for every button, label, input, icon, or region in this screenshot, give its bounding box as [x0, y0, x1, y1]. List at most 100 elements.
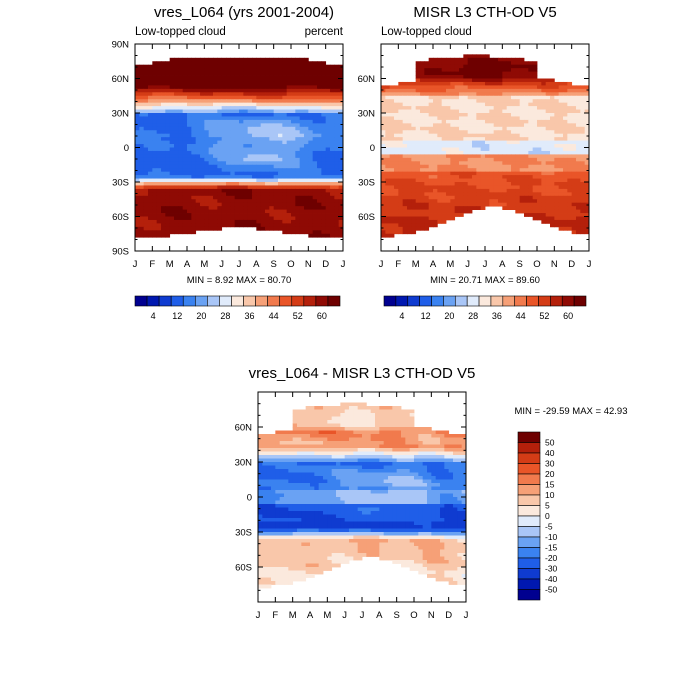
field-cell: [317, 185, 322, 190]
field-cell: [571, 188, 577, 193]
field-cell: [178, 92, 184, 97]
field-cell: [450, 213, 456, 217]
field-cell: [433, 95, 438, 100]
field-cell: [182, 195, 188, 200]
field-cell: [489, 102, 495, 107]
field-cell: [143, 206, 149, 210]
field-cell: [282, 88, 288, 93]
field-cell: [243, 78, 249, 83]
field-cell: [502, 102, 508, 107]
field-cell: [485, 188, 490, 193]
field-cell: [433, 213, 438, 217]
field-cell: [424, 119, 430, 124]
field-cell: [541, 150, 547, 155]
field-cell: [325, 147, 331, 152]
field-cell: [489, 192, 495, 197]
field-cell: [200, 130, 205, 135]
field-cell: [323, 427, 328, 431]
field-cell: [204, 199, 210, 204]
field-cell: [213, 213, 218, 217]
field-cell: [195, 130, 201, 135]
field-cell: [433, 209, 438, 214]
field-cell: [433, 157, 438, 162]
field-cell: [295, 216, 301, 221]
field-cell: [485, 168, 490, 173]
field-cell: [424, 106, 430, 110]
field-cell: [446, 157, 451, 162]
field-cell: [545, 182, 551, 186]
field-cell: [295, 175, 301, 179]
field-cell: [191, 182, 197, 186]
field-cell: [472, 85, 477, 90]
field-cell: [282, 164, 288, 169]
colorbar-swatch: [550, 295, 563, 307]
field-cell: [571, 113, 577, 117]
field-cell: [330, 130, 335, 135]
field-cell: [221, 75, 227, 79]
field-cell: [239, 81, 244, 86]
field-cell: [519, 188, 525, 193]
field-cell: [515, 106, 521, 110]
field-cell: [415, 81, 421, 86]
field-cell: [532, 99, 538, 104]
field-cell: [308, 92, 314, 97]
field-cell: [230, 113, 236, 117]
colorbar-swatch: [158, 295, 172, 307]
field-cell: [282, 57, 288, 62]
field-cell: [143, 116, 149, 121]
field-cell: [541, 168, 547, 173]
field-cell: [297, 423, 302, 428]
field-cell: [161, 199, 166, 204]
field-cell: [195, 71, 201, 76]
field-cell: [273, 75, 279, 79]
field-cell: [344, 423, 350, 428]
field-cell: [537, 144, 542, 148]
field-cell: [278, 182, 283, 186]
field-cell: [295, 223, 301, 228]
field-cell: [515, 182, 521, 186]
field-cell: [528, 123, 534, 128]
field-cell: [273, 161, 279, 166]
field-cell: [485, 95, 490, 100]
field-cell: [165, 61, 171, 66]
field-cell: [143, 192, 149, 197]
field-cell: [148, 226, 153, 231]
field-cell: [524, 113, 529, 117]
field-cell: [472, 75, 477, 79]
field-cell: [550, 109, 555, 114]
field-cell: [260, 147, 266, 152]
field-cell: [252, 144, 257, 148]
field-cell: [485, 61, 490, 66]
field-cell: [208, 157, 214, 162]
field-cell: [278, 81, 283, 86]
field-cell: [161, 182, 166, 186]
field-cell: [273, 168, 279, 173]
field-cell: [402, 178, 408, 183]
field-cell: [148, 140, 153, 145]
field-cell: [308, 95, 314, 100]
field-cell: [295, 109, 301, 114]
field-cell: [143, 216, 149, 221]
field-cell: [292, 420, 298, 424]
field-cell: [182, 219, 188, 224]
x-tick-label: F: [149, 259, 155, 270]
field-cell: [485, 199, 490, 204]
field-cell: [314, 427, 320, 431]
field-cell: [428, 175, 434, 179]
field-cell: [200, 202, 205, 207]
field-cell: [143, 88, 149, 93]
x-tick-label: A: [430, 259, 437, 270]
field-cell: [532, 81, 538, 86]
field-cell: [454, 113, 460, 117]
field-cell: [221, 126, 227, 131]
field-cell: [143, 175, 149, 179]
field-cell: [420, 119, 425, 124]
field-cell: [204, 102, 210, 107]
field-cell: [182, 57, 188, 62]
field-cell: [135, 68, 140, 72]
field-cell: [389, 133, 395, 138]
field-cell: [563, 219, 568, 224]
field-cell: [454, 95, 460, 100]
field-cell: [299, 164, 305, 169]
field-cell: [295, 150, 301, 155]
